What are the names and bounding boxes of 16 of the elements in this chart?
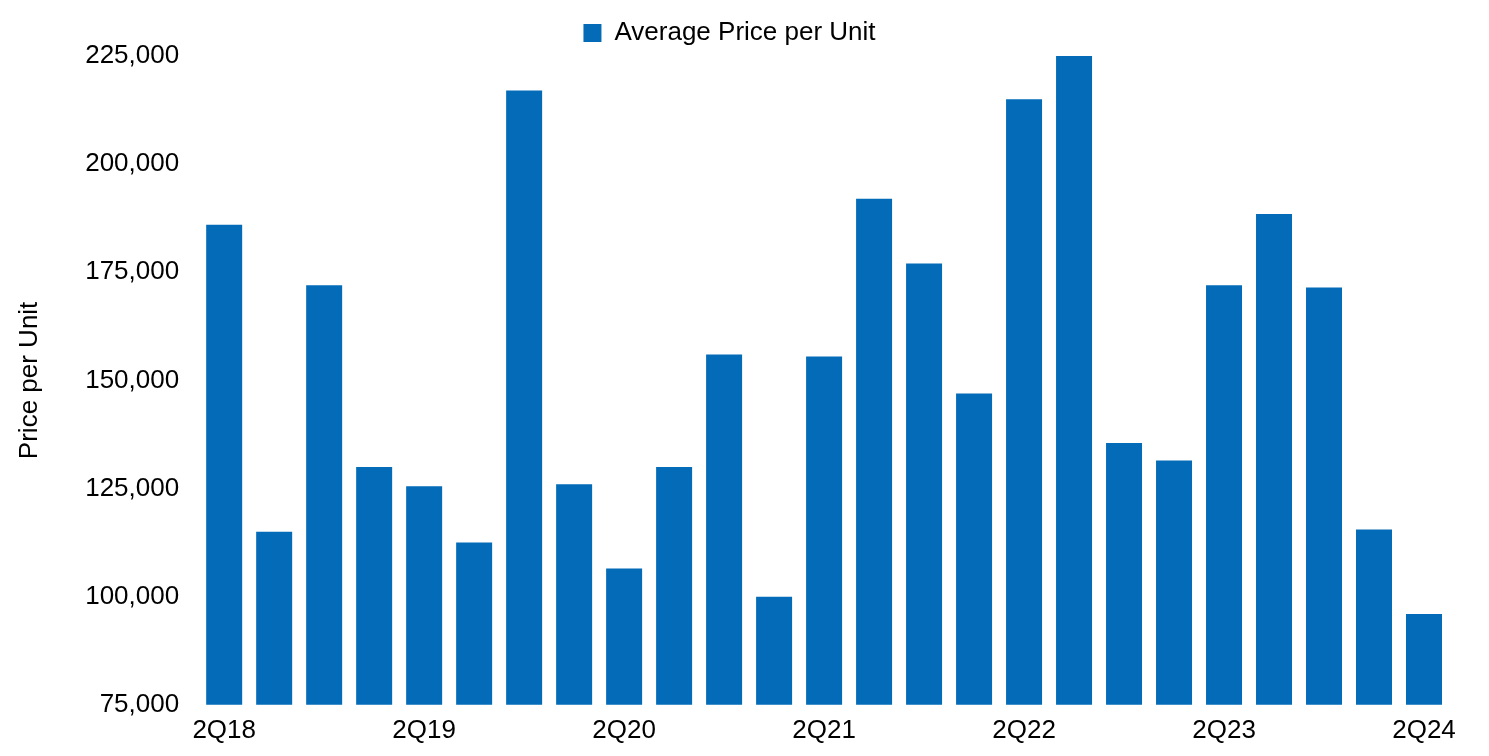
y-tick-label: 200,000 <box>85 147 180 178</box>
x-tick-label: 2Q21 <box>792 713 856 744</box>
x-tick-label: 2Q18 <box>192 713 256 744</box>
y-tick-label: 225,000 <box>85 39 180 70</box>
y-tick-label: 100,000 <box>85 579 180 610</box>
x-tick-label: 2Q20 <box>592 713 656 744</box>
y-tick-label: 175,000 <box>85 255 180 286</box>
y-tick-label: 75,000 <box>99 687 180 718</box>
x-tick-label: 2Q22 <box>992 713 1056 744</box>
y-tick-label: 125,000 <box>85 471 180 502</box>
legend-label: Average Price per Unit <box>614 16 877 47</box>
x-tick-label: 2Q23 <box>1192 713 1256 744</box>
x-tick-label: 2Q24 <box>1392 713 1456 744</box>
y-axis-title: Price per Unit <box>12 300 43 460</box>
x-tick-label: 2Q19 <box>392 713 456 744</box>
y-tick-label: 150,000 <box>85 363 180 394</box>
